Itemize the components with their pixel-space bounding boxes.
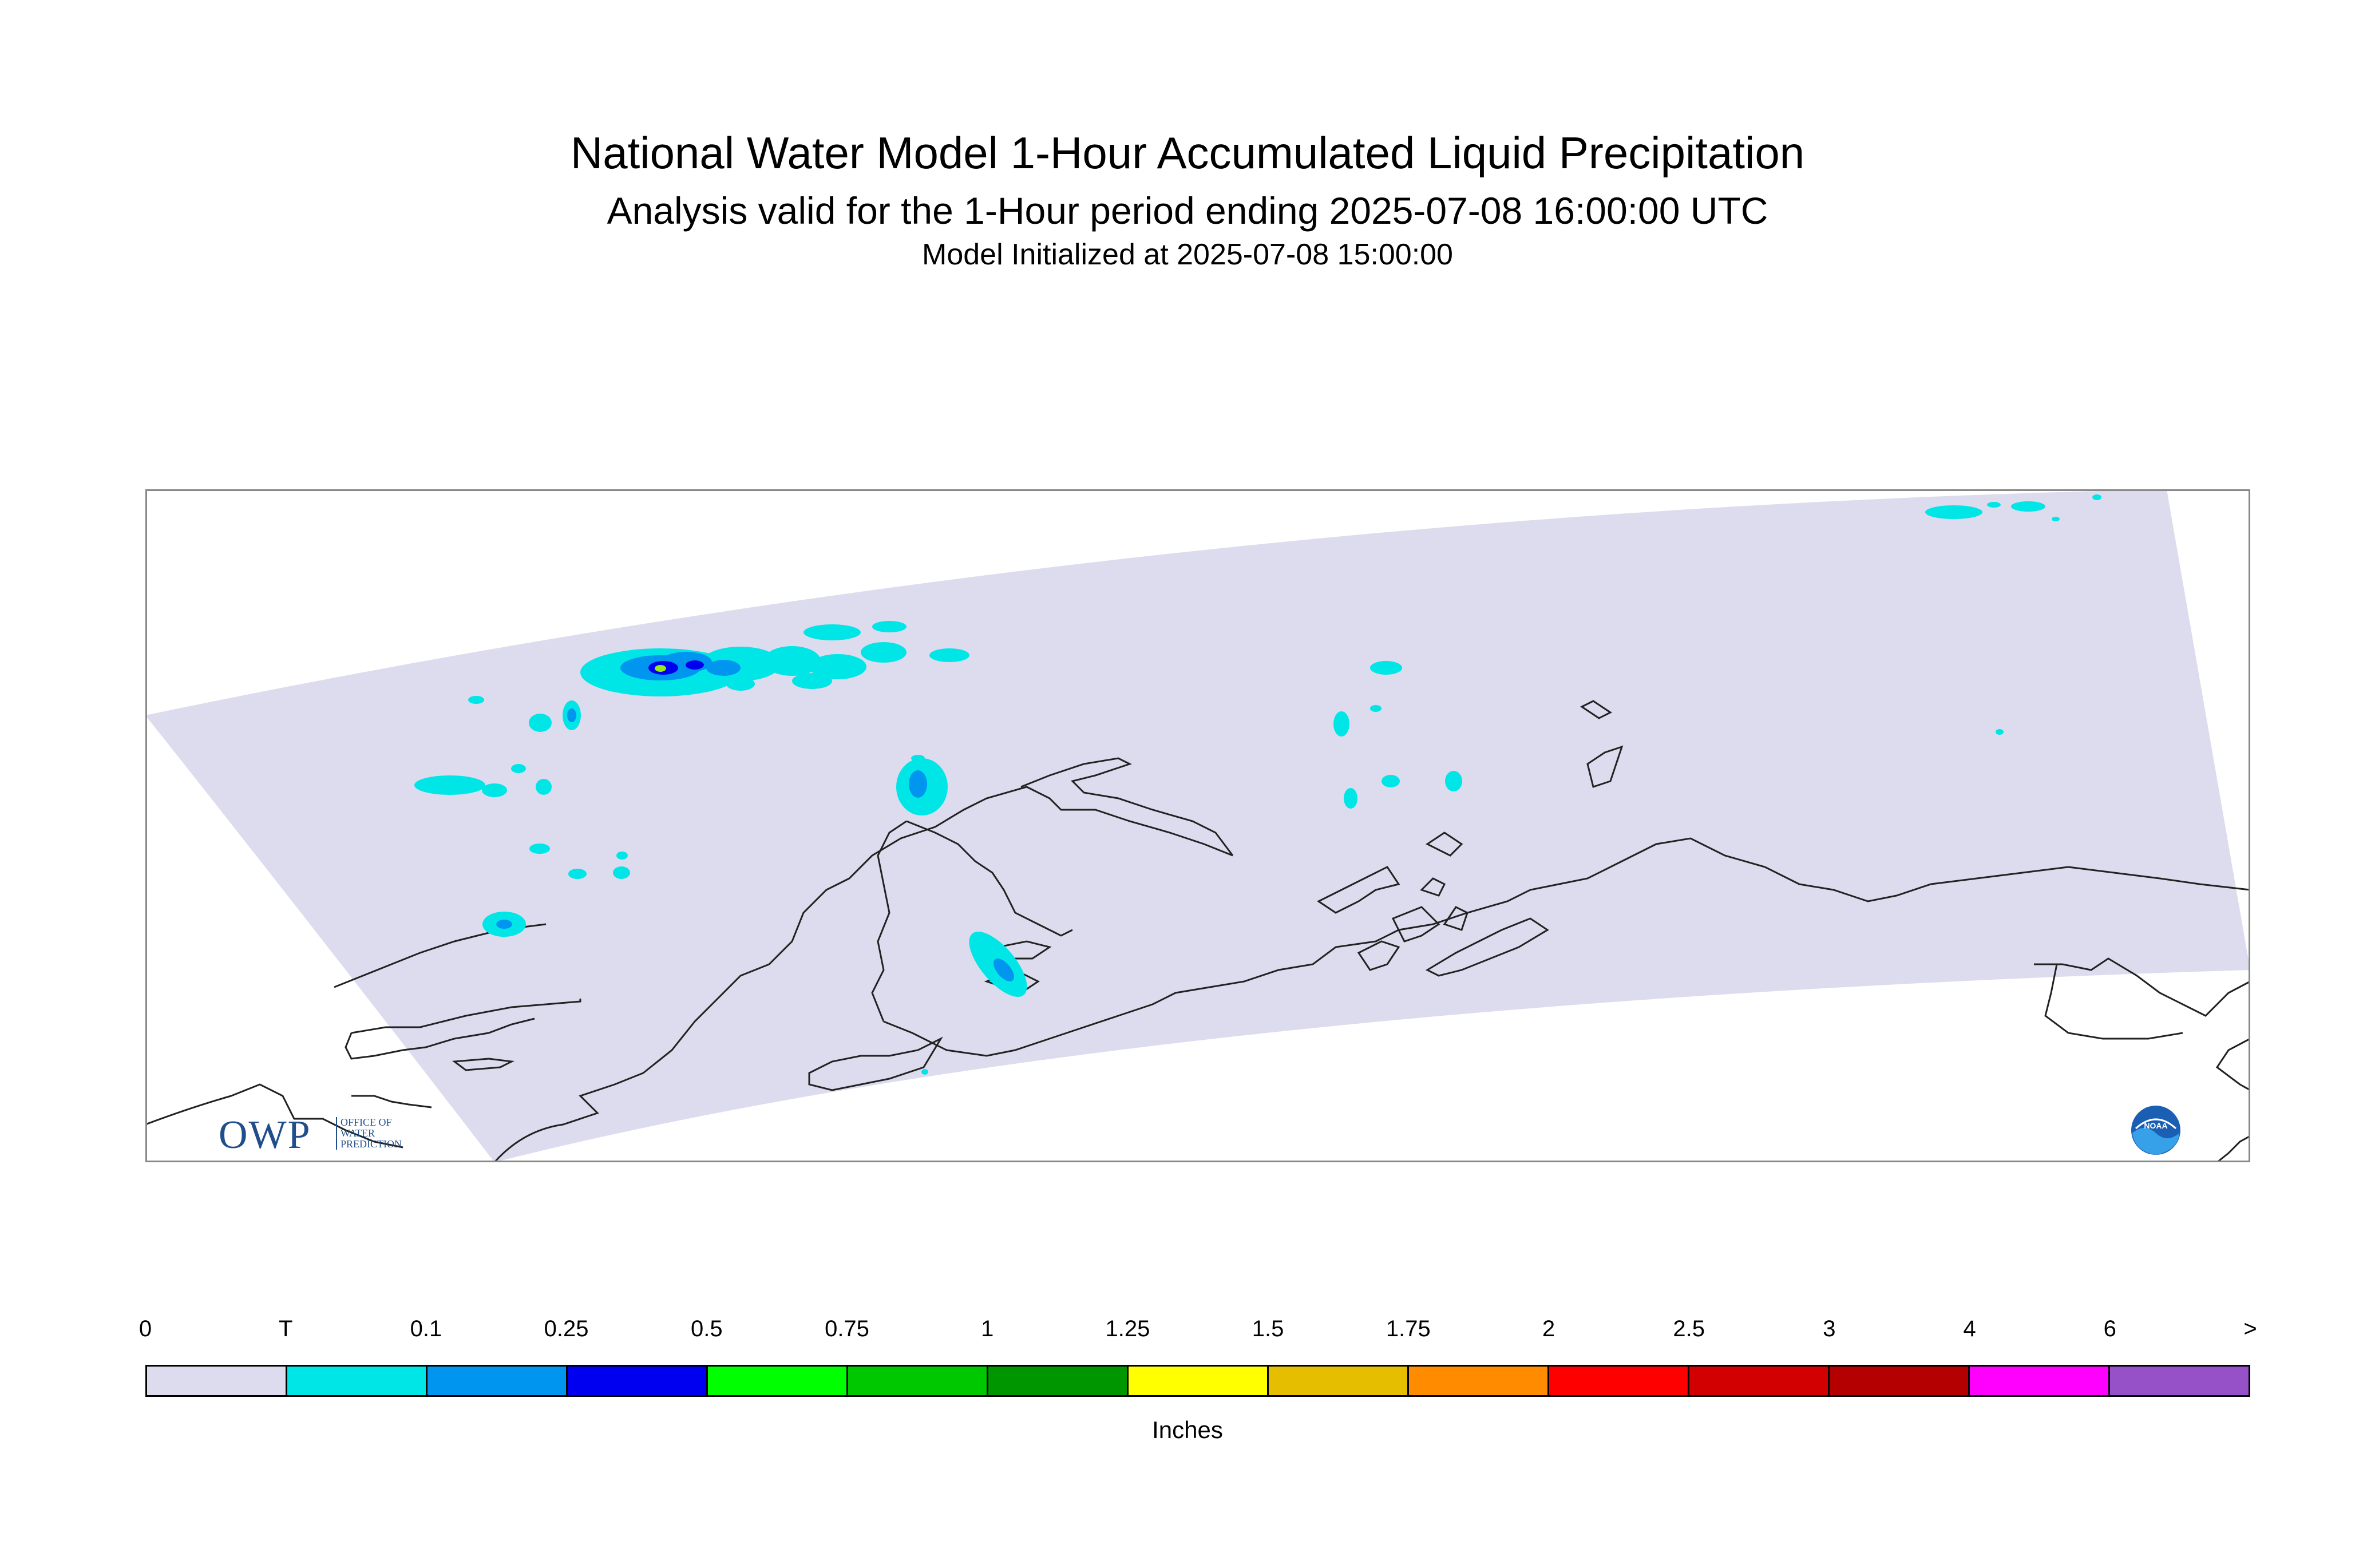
legend-tick-label: 0.1 bbox=[410, 1316, 442, 1341]
model-init-line: Model Initialized at 2025-07-08 15:00:00 bbox=[922, 238, 1453, 271]
legend-swatch bbox=[1409, 1367, 1549, 1395]
legend-swatch bbox=[1970, 1367, 2110, 1395]
legend-swatch bbox=[568, 1367, 708, 1395]
legend-swatch bbox=[1129, 1367, 1269, 1395]
legend-tick-label: 0.75 bbox=[825, 1316, 869, 1341]
legend-tick-label: 1 bbox=[981, 1316, 994, 1341]
legend-tick-label: > bbox=[2243, 1316, 2257, 1341]
legend-tick-label: T bbox=[278, 1316, 293, 1341]
legend-swatch bbox=[287, 1367, 428, 1395]
precipitation-legend: 0 T 0.1 0.25 0.5 0.75 1 1.25 1.5 1.75 2 2.5 3 4 6 > Inc… bbox=[0, 1316, 2375, 1465]
legend-tick-label: 1.75 bbox=[1386, 1316, 1431, 1341]
legend-swatch bbox=[708, 1367, 848, 1395]
precipitation-areas bbox=[414, 494, 2101, 1075]
noaa-logo-text: NOAA bbox=[2144, 1121, 2167, 1130]
legend-units: Inches bbox=[1152, 1416, 1223, 1443]
legend-tick-label: 2 bbox=[1542, 1316, 1555, 1341]
map-title: National Water Model 1-Hour Accumulated … bbox=[570, 128, 1805, 178]
legend-swatch bbox=[1549, 1367, 1689, 1395]
owp-logo-subtext: OFFICE OF WATER PREDICTION bbox=[336, 1117, 402, 1150]
legend-swatch bbox=[848, 1367, 988, 1395]
legend-swatch bbox=[147, 1367, 287, 1395]
legend-swatch bbox=[428, 1367, 568, 1395]
owp-logo-text: OWP bbox=[219, 1113, 311, 1157]
legend-swatch bbox=[1269, 1367, 1409, 1395]
noaa-logo: NOAA bbox=[2131, 1106, 2180, 1155]
legend-swatch bbox=[1689, 1367, 1830, 1395]
legend-tick-label: 1.5 bbox=[1252, 1316, 1284, 1341]
legend-tick-label: 0.25 bbox=[544, 1316, 589, 1341]
legend-swatch bbox=[988, 1367, 1129, 1395]
legend-tick-label: 1.25 bbox=[1105, 1316, 1150, 1341]
legend-tick-label: 0.5 bbox=[690, 1316, 723, 1341]
legend-tick-label: 6 bbox=[2103, 1316, 2116, 1341]
legend-tick-label: 2.5 bbox=[1673, 1316, 1705, 1341]
owp-logo: OWP OFFICE OF WATER PREDICTION bbox=[219, 1112, 436, 1158]
precipitation-map bbox=[145, 489, 2250, 1162]
legend-swatch bbox=[2110, 1367, 2249, 1395]
color-bar bbox=[145, 1365, 2250, 1397]
legend-swatch bbox=[1830, 1367, 1970, 1395]
legend-tick-label: 3 bbox=[1823, 1316, 1836, 1341]
map-subtitle: Analysis valid for the 1-Hour period end… bbox=[607, 189, 1768, 232]
legend-tick-label: 4 bbox=[1963, 1316, 1976, 1341]
legend-tick-label: 0 bbox=[138, 1316, 152, 1341]
